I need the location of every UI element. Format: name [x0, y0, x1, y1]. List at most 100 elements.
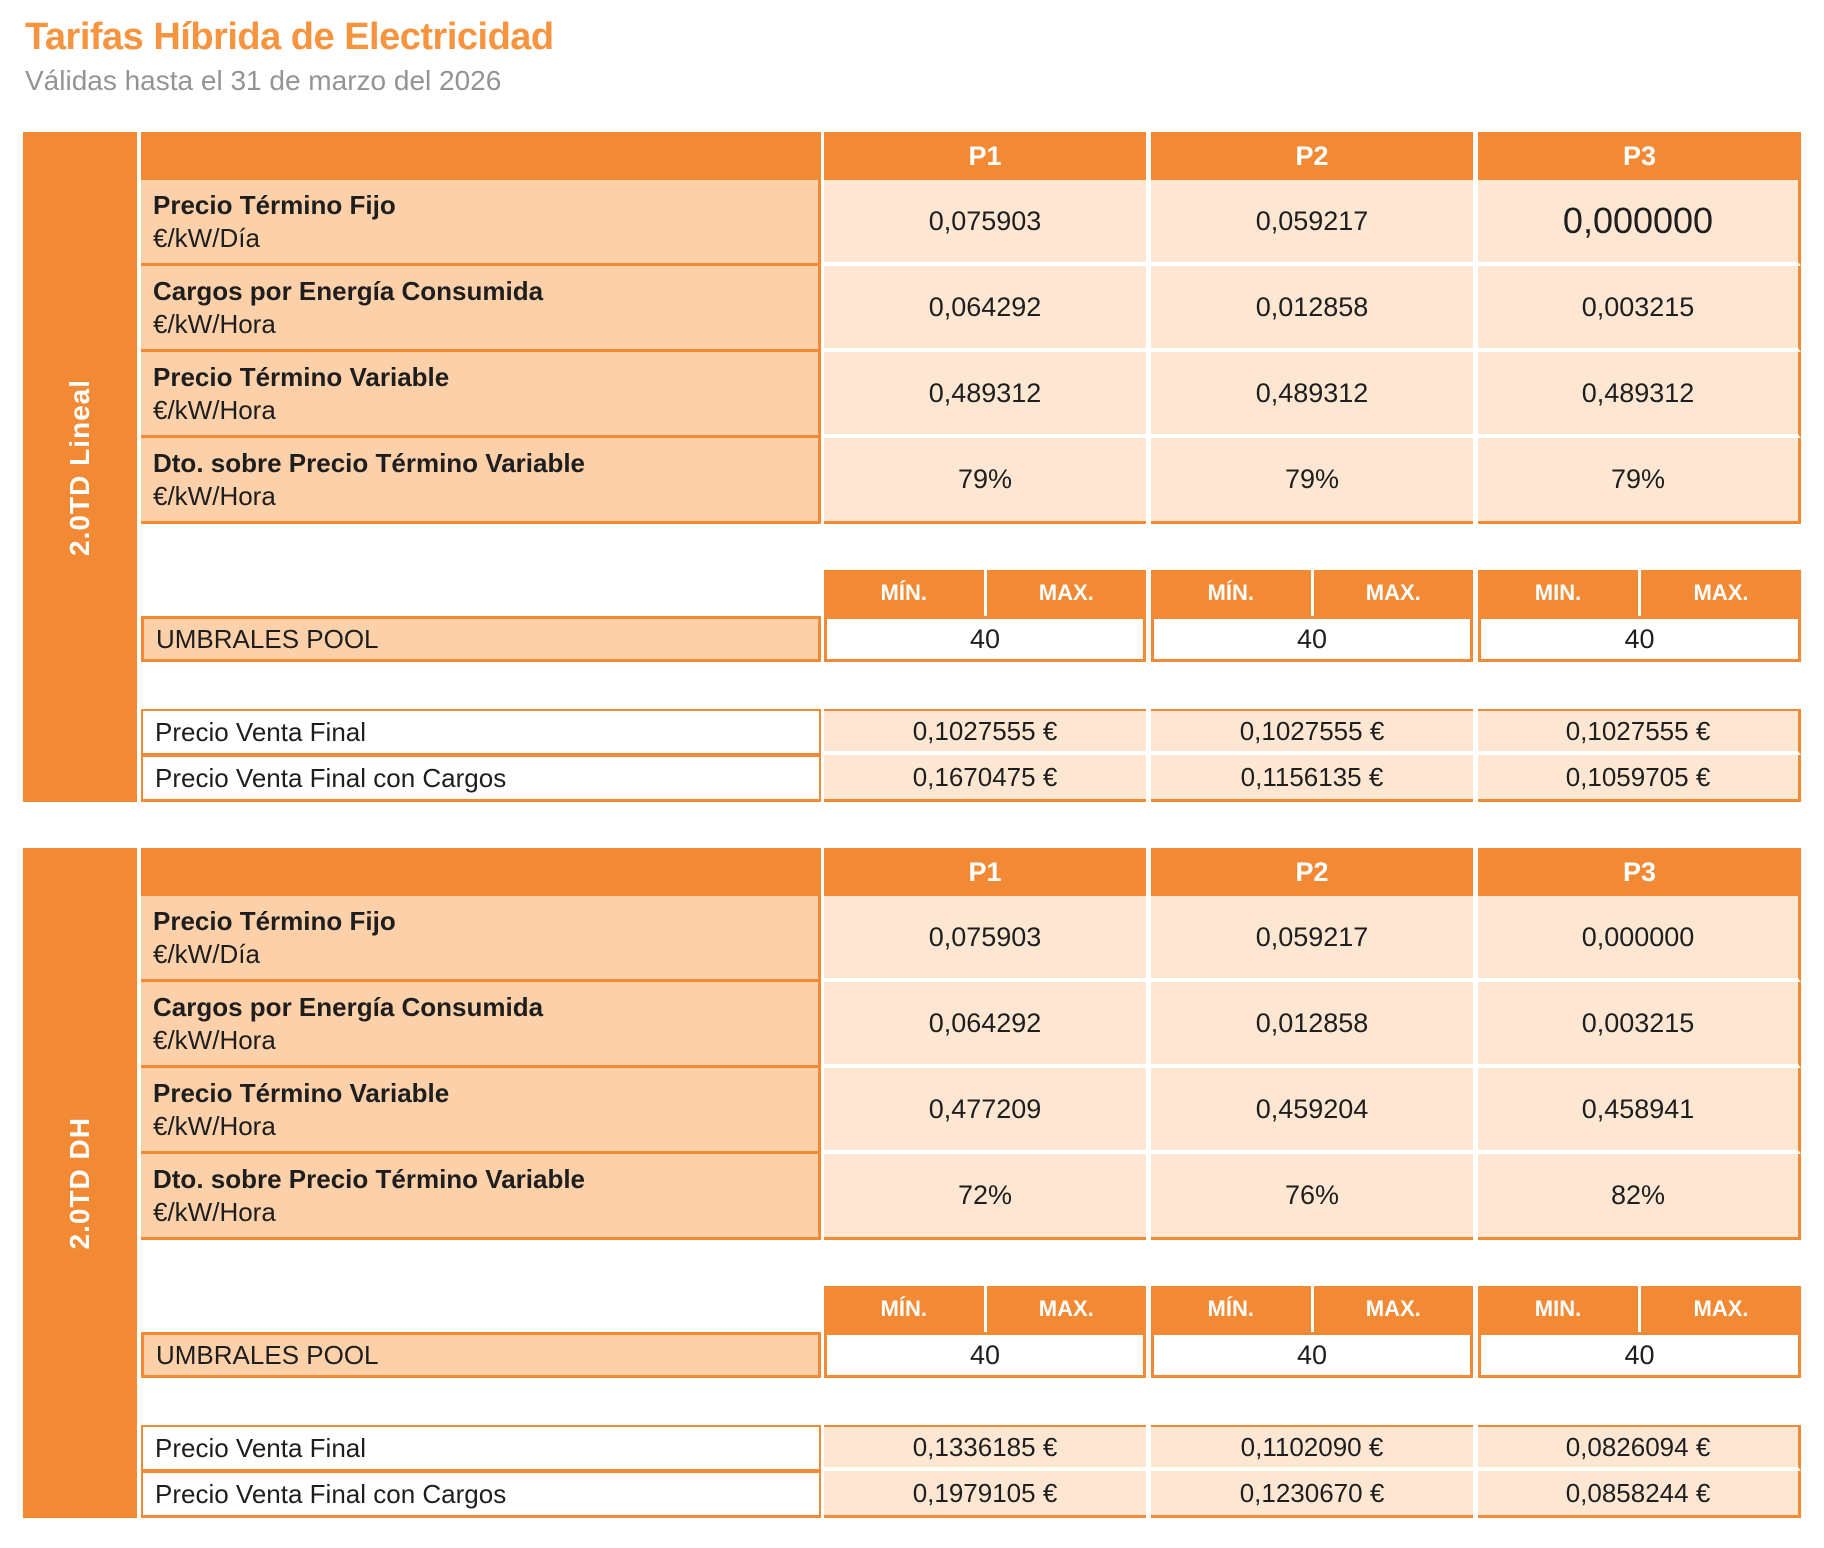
period-header-row: P1 P2 P3 [141, 132, 1801, 180]
max-header-p3: MAX. [1638, 570, 1801, 616]
venta-label: Precio Venta Final con Cargos [141, 755, 821, 802]
umbrales-value-p2: 40 [1151, 616, 1473, 662]
spacer [141, 662, 1801, 709]
venta-value-p2: 0,1156135 € [1151, 755, 1473, 802]
value-p3: 82% [1478, 1154, 1801, 1240]
umbrales-label: UMBRALES POOL [141, 616, 821, 662]
value-p1: 0,075903 [824, 180, 1146, 266]
min-header-p3: MIN. [1534, 1296, 1582, 1321]
row-label: Precio Término Variable €/kW/Hora [141, 1068, 821, 1154]
row-label: Cargos por Energía Consumida €/kW/Hora [141, 266, 821, 352]
period-header-p2: P2 [1151, 848, 1473, 896]
umbrales-value-p3: 40 [1478, 1332, 1801, 1378]
value-p1: 0,064292 [824, 266, 1146, 352]
value-p1: 0,075903 [824, 896, 1146, 982]
row-label: Precio Término Variable €/kW/Hora [141, 352, 821, 438]
row-label-title: Precio Término Variable [153, 1077, 450, 1108]
row-precio-venta-final-con-cargos: Precio Venta Final con Cargos 0,1979105 … [141, 1471, 1801, 1518]
value-p1: 0,477209 [824, 1068, 1146, 1154]
row-label-unit: €/kW/Hora [153, 1196, 276, 1227]
umbrales-pool-row: UMBRALES POOL 40 40 40 [141, 1332, 1801, 1378]
value-p2: 0,012858 [1151, 982, 1473, 1068]
minmax-empty-cell [141, 1286, 821, 1332]
row-label-unit: €/kW/Hora [153, 480, 276, 511]
row-label-title: Precio Término Fijo [153, 905, 396, 936]
value-p3: 0,000000 [1478, 180, 1801, 266]
min-header-p1: MÍN. [880, 1296, 927, 1321]
row-label-title: Cargos por Energía Consumida [153, 275, 544, 306]
row-label-unit: €/kW/Hora [153, 308, 276, 339]
minmax-p1: MÍN. MAX. [824, 1286, 1146, 1332]
period-header-p3: P3 [1478, 848, 1801, 896]
row-precio-termino-variable: Precio Término Variable €/kW/Hora 0,4893… [141, 352, 1801, 438]
row-label-unit: €/kW/Hora [153, 1110, 276, 1141]
value-p1: 0,064292 [824, 982, 1146, 1068]
value-p2: 0,459204 [1151, 1068, 1473, 1154]
spacer [141, 1240, 1801, 1286]
value-p1: 0,489312 [824, 352, 1146, 438]
umbrales-pool-row: UMBRALES POOL 40 40 40 [141, 616, 1801, 662]
row-label-title: Dto. sobre Precio Término Variable [153, 447, 586, 478]
row-label: Precio Término Fijo €/kW/Día [141, 180, 821, 266]
value-p3: 0,458941 [1478, 1068, 1801, 1154]
value-p3: 0,003215 [1478, 982, 1801, 1068]
row-precio-venta-final: Precio Venta Final 0,1027555 € 0,1027555… [141, 709, 1801, 755]
row-precio-venta-final: Precio Venta Final 0,1336185 € 0,1102090… [141, 1425, 1801, 1471]
spacer [141, 1378, 1801, 1425]
value-p3: 79% [1478, 438, 1801, 524]
row-label-unit: €/kW/Hora [153, 394, 276, 425]
value-p2: 0,059217 [1151, 180, 1473, 266]
section-2otd-lineal: 2.0TD Lineal P1 P2 P3 Precio Término Fij… [23, 132, 1801, 802]
value-p3: 0,000000 [1478, 896, 1801, 982]
tariff-table-dh: P1 P2 P3 Precio Término Fijo €/kW/Día 0,… [141, 848, 1801, 1518]
value-p2: 0,012858 [1151, 266, 1473, 352]
minmax-empty-cell [141, 570, 821, 616]
venta-value-p2: 0,1230670 € [1151, 1471, 1473, 1518]
max-header-p2: MAX. [1310, 570, 1474, 616]
tariff-table-lineal: P1 P2 P3 Precio Término Fijo €/kW/Día 0,… [141, 132, 1801, 802]
sidebar-2otd-dh: 2.0TD DH [23, 848, 137, 1518]
umbrales-value-p2: 40 [1151, 1332, 1473, 1378]
umbrales-value-p1: 40 [824, 1332, 1146, 1378]
venta-label: Precio Venta Final [141, 1425, 821, 1471]
period-header-p3: P3 [1478, 132, 1801, 180]
row-label: Precio Término Fijo €/kW/Día [141, 896, 821, 982]
max-header-p1: MAX. [983, 1286, 1147, 1332]
row-label: Dto. sobre Precio Término Variable €/kW/… [141, 438, 821, 524]
corner-header-cell [141, 132, 821, 180]
venta-value-p3: 0,1059705 € [1478, 755, 1801, 802]
row-label-unit: €/kW/Día [153, 938, 260, 969]
row-precio-termino-fijo: Precio Término Fijo €/kW/Día 0,075903 0,… [141, 180, 1801, 266]
row-label-title: Dto. sobre Precio Término Variable [153, 1163, 586, 1194]
section-2otd-dh: 2.0TD DH P1 P2 P3 Precio Término Fijo €/… [23, 848, 1801, 1518]
row-label-title: Precio Término Variable [153, 361, 450, 392]
period-header-p2: P2 [1151, 132, 1473, 180]
row-dto-termino-variable: Dto. sobre Precio Término Variable €/kW/… [141, 438, 1801, 524]
row-label-unit: €/kW/Hora [153, 1024, 276, 1055]
sidebar-label: 2.0TD Lineal [64, 378, 95, 556]
venta-label: Precio Venta Final [141, 709, 821, 755]
period-header-p1: P1 [824, 848, 1146, 896]
umbrales-value-p3: 40 [1478, 616, 1801, 662]
row-precio-termino-variable: Precio Término Variable €/kW/Hora 0,4772… [141, 1068, 1801, 1154]
row-label: Dto. sobre Precio Término Variable €/kW/… [141, 1154, 821, 1240]
row-precio-termino-fijo: Precio Término Fijo €/kW/Día 0,075903 0,… [141, 896, 1801, 982]
minmax-header-row: MÍN. MAX. MÍN. MAX. MIN. MAX. [141, 570, 1801, 616]
value-p1: 79% [824, 438, 1146, 524]
period-header-p1: P1 [824, 132, 1146, 180]
period-header-row: P1 P2 P3 [141, 848, 1801, 896]
row-label-title: Cargos por Energía Consumida [153, 991, 544, 1022]
venta-value-p1: 0,1670475 € [824, 755, 1146, 802]
min-header-p1: MÍN. [880, 580, 927, 605]
value-p2: 0,489312 [1151, 352, 1473, 438]
umbrales-label: UMBRALES POOL [141, 1332, 821, 1378]
value-p3: 0,489312 [1478, 352, 1801, 438]
venta-value-p1: 0,1336185 € [824, 1425, 1146, 1471]
min-header-p2: MÍN. [1207, 1296, 1254, 1321]
sidebar-label: 2.0TD DH [64, 1116, 95, 1250]
venta-label: Precio Venta Final con Cargos [141, 1471, 821, 1518]
max-header-p1: MAX. [983, 570, 1147, 616]
max-header-p2: MAX. [1310, 1286, 1474, 1332]
minmax-p1: MÍN. MAX. [824, 570, 1146, 616]
